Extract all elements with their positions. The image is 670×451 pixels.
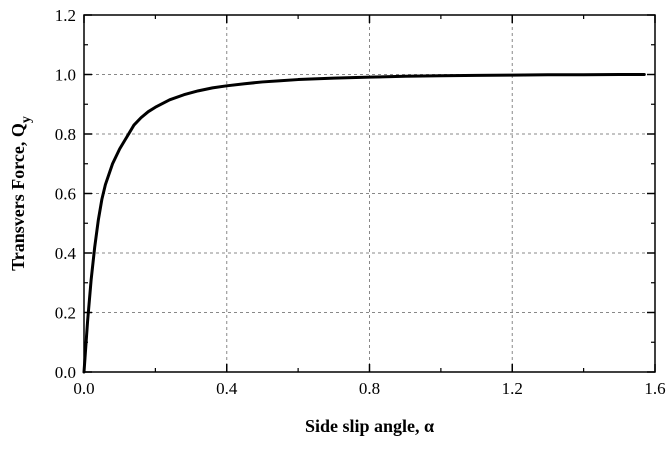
x-tick-label: 0.0 bbox=[73, 379, 94, 398]
y-tick-label: 0.4 bbox=[55, 244, 77, 263]
x-tick-label: 0.4 bbox=[216, 379, 238, 398]
y-axis-title: Transvers Force, Qy bbox=[8, 116, 34, 271]
grid bbox=[84, 15, 655, 372]
y-axis-title-subscript: y bbox=[19, 116, 34, 123]
y-axis-title-main: Transvers Force, Q bbox=[8, 123, 28, 271]
series-layer bbox=[82, 73, 646, 374]
y-tick-label: 1.2 bbox=[55, 6, 76, 25]
plot-frame bbox=[83, 14, 656, 373]
y-tick-label: 0.6 bbox=[55, 185, 76, 204]
y-tick-label: 0.2 bbox=[55, 304, 76, 323]
series-line bbox=[82, 73, 646, 374]
x-tick-label: 1.6 bbox=[644, 379, 665, 398]
y-tick-label: 0.0 bbox=[55, 363, 76, 382]
y-tick-label: 1.0 bbox=[55, 66, 76, 85]
tick-labels: 0.0 0.4 0.8 1.2 1.6 0.0 0.2 0.4 0.6 0.8 1.0 1.2 bbox=[55, 6, 666, 398]
y-tick-label: 0.8 bbox=[55, 125, 76, 144]
x-tick-label: 0.8 bbox=[359, 379, 380, 398]
x-axis-title: Side slip angle, α bbox=[305, 416, 434, 436]
x-tick-label: 1.2 bbox=[502, 379, 523, 398]
